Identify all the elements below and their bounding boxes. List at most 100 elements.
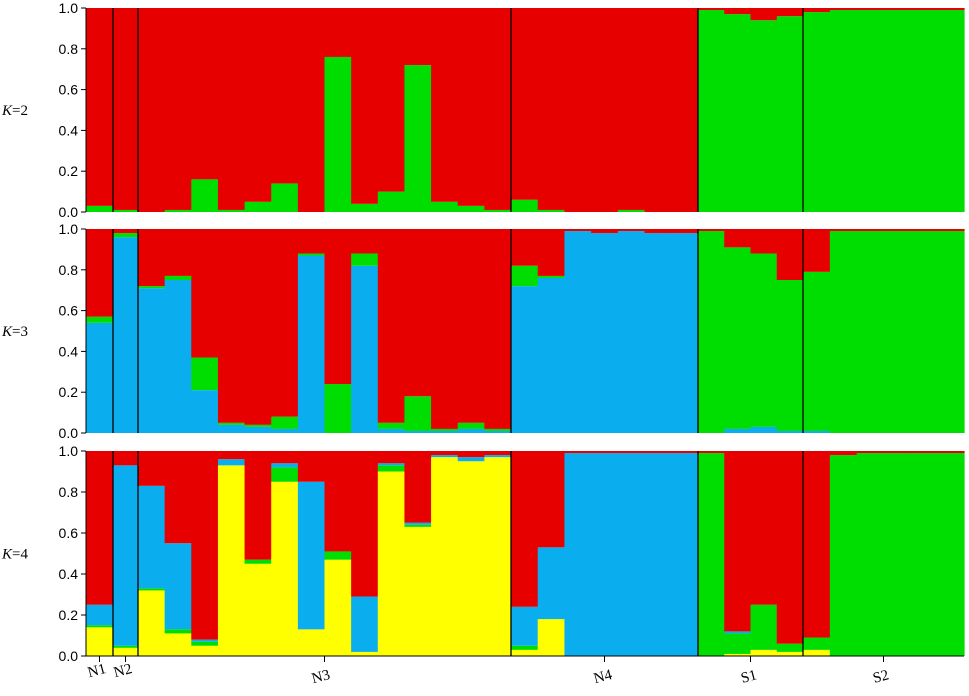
bar-segment-green [431, 428, 459, 431]
bar-segment-red [324, 229, 352, 385]
bar-segment-red [297, 229, 326, 254]
bar-segment-red [856, 8, 885, 11]
bar-segment-red [191, 229, 219, 358]
bar-segment-red [244, 8, 272, 202]
bar-segment-red [564, 229, 592, 232]
bar-segment-red [671, 451, 699, 454]
bar-segment-blue [271, 463, 299, 468]
bar-segment-green [724, 633, 752, 654]
bar-segment-green [937, 231, 965, 433]
bar-segment-red [404, 8, 432, 66]
bar-segment-blue [617, 231, 646, 433]
bar-segment-red [377, 229, 406, 423]
bar-segment-red [617, 451, 646, 454]
y-tick-label: 0.0 [59, 204, 79, 220]
bar-segment-red [191, 8, 219, 180]
bar-segment-blue [617, 453, 646, 656]
bar-segment-green [724, 14, 752, 213]
bar-segment-blue [113, 465, 139, 646]
bar-segment-green [377, 191, 406, 212]
bar-segment-red [537, 229, 566, 276]
bar-segment-red [910, 451, 938, 454]
bar-segment-green [937, 453, 965, 656]
bar-segment-blue [404, 430, 432, 433]
population-label: N2 [112, 661, 134, 681]
bar-segment-red [644, 451, 672, 454]
bar-segment-red [324, 8, 352, 57]
bar-segment-red [537, 451, 566, 548]
bar-segment-yellow [484, 457, 512, 656]
bar-segment-green [698, 231, 725, 433]
bar-segment-red [351, 229, 379, 254]
bar-segment-green [138, 588, 166, 591]
bar-segment-yellow [457, 461, 485, 656]
bar-segment-green [457, 205, 485, 212]
y-tick-label: 0.0 [59, 648, 79, 664]
bar-segment-red [724, 451, 752, 632]
bar-segment-red [164, 451, 192, 544]
bar-segment-green [217, 422, 246, 425]
bar-segment-red [671, 8, 699, 212]
bar-segment-red [431, 8, 459, 202]
bar-segment-blue [86, 604, 114, 626]
bar-segment-blue [164, 543, 192, 630]
bar-segment-green [910, 10, 938, 213]
k-label-italic: K [1, 324, 13, 340]
bar-segment-red [86, 229, 114, 317]
bar-segment-red [776, 229, 804, 280]
bar-segment-red [324, 451, 352, 552]
bar-segment-green [883, 453, 911, 656]
bar-segment-yellow [113, 647, 139, 656]
bar-segment-red [617, 229, 646, 232]
bar-segment-red [457, 229, 485, 423]
bar-segment-blue [297, 481, 326, 630]
bar-segment-yellow [217, 465, 246, 656]
bar-segment-blue [484, 430, 512, 433]
bar-segment-red [937, 229, 965, 232]
bar-segment-yellow [377, 471, 406, 656]
bar-segment-yellow [431, 457, 459, 656]
bar-segment-red [511, 229, 539, 266]
bar-segment-yellow [271, 481, 299, 656]
bar-segment-yellow [191, 645, 219, 656]
bar-segment-red [910, 8, 938, 11]
bar-segment-green [377, 422, 406, 429]
bar-segment-green [191, 179, 219, 212]
k-label-italic: K [1, 547, 13, 563]
y-tick-label: 1.0 [59, 443, 79, 459]
bar-segment-green [776, 643, 804, 652]
bar-segment-blue [484, 455, 512, 458]
bar-segment-green [351, 203, 379, 212]
bar-segment-red [297, 451, 326, 482]
bar-segment-red [244, 451, 272, 560]
bar-segment-green [86, 316, 114, 323]
bar-segment-blue [138, 288, 166, 433]
bar-segment-yellow [404, 526, 432, 656]
bar-segment-red [113, 451, 139, 466]
bar-segment-yellow [138, 590, 166, 656]
y-tick-label: 0.6 [59, 303, 79, 319]
k-label: K=3 [1, 324, 28, 340]
bar-segment-yellow [537, 619, 566, 656]
bar-segment-blue [724, 631, 752, 634]
bar-segment-red [511, 8, 539, 200]
bar-segment-green [617, 209, 646, 212]
bar-segment-blue [750, 426, 778, 433]
y-tick-label: 0.4 [59, 122, 79, 138]
bar-segment-green [244, 559, 272, 564]
bar-segment-red [244, 229, 272, 425]
bar-segment-green [803, 271, 831, 431]
bar-segment-red [829, 451, 858, 456]
bar-segment-blue [511, 286, 539, 433]
bar-segment-green [324, 551, 352, 560]
bar-segment-blue [138, 485, 166, 589]
bar-segment-green [537, 209, 566, 212]
bar-segment-red [937, 8, 965, 11]
bar-segment-green [829, 231, 858, 433]
bar-segment-red [591, 229, 619, 234]
bar-segment-green [271, 416, 299, 429]
bar-segment-red [511, 451, 539, 607]
bar-segment-red [644, 229, 672, 234]
bar-segment-red [86, 8, 114, 206]
bar-segment-red [484, 229, 512, 429]
